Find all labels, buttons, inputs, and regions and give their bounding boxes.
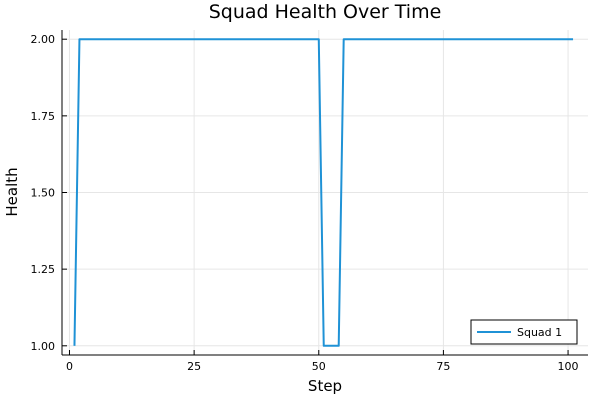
y-tick-label: 1.50	[31, 187, 56, 200]
x-tick-label: 75	[436, 360, 450, 373]
x-tick-label: 50	[312, 360, 326, 373]
chart-title: Squad Health Over Time	[209, 1, 442, 23]
legend-label: Squad 1	[517, 326, 562, 339]
x-axis-label: Step	[308, 377, 342, 395]
x-tick-label: 100	[558, 360, 579, 373]
y-tick-label: 1.00	[31, 340, 56, 353]
x-tick-label: 0	[66, 360, 73, 373]
series	[73, 38, 574, 347]
y-tick-label: 2.00	[31, 33, 56, 46]
legend: Squad 1	[470, 319, 578, 345]
y-tick-label: 1.75	[31, 110, 56, 123]
grid-lines	[62, 30, 588, 355]
ticks: 0 25 50 75 100 1.00 1.25 1.50 1.75 2.00	[31, 33, 579, 373]
y-tick-label: 1.25	[31, 263, 56, 276]
x-tick-label: 25	[187, 360, 201, 373]
y-axis-label: Health	[3, 167, 21, 216]
series-line-1	[73, 38, 574, 347]
